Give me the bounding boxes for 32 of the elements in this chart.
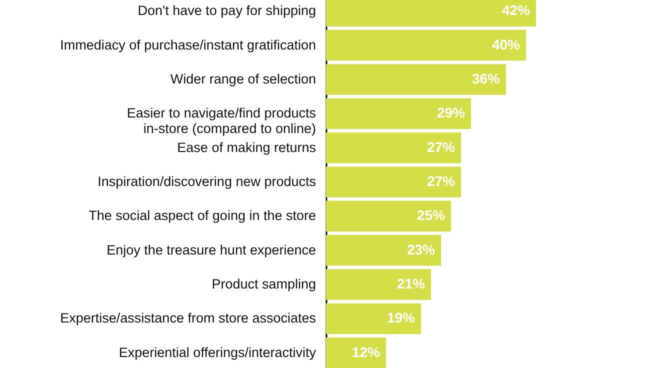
data-label: 40%: [492, 36, 521, 52]
y-tick-label: Immediacy of purchase/instant gratification: [60, 37, 316, 52]
bar: [326, 64, 506, 95]
y-tick-label: Inspiration/discovering new products: [98, 174, 316, 189]
bar: [326, 234, 441, 266]
bar: [326, 30, 526, 61]
bar: [326, 166, 461, 198]
y-tick-label: Expertise/assistance from store associates: [60, 310, 316, 326]
y-tick-label: Product sampling: [212, 276, 316, 292]
data-label: 21%: [396, 276, 426, 292]
y-tick-label: Enjoy the treasure hunt experience: [106, 242, 316, 258]
data-label: 23%: [406, 241, 436, 258]
y-tick-label: Experiential offerings/interactivity: [118, 344, 316, 360]
bar: [326, 303, 421, 334]
y-tick-label: Ease of making returns: [177, 140, 316, 155]
bar: [326, 132, 461, 164]
bar: [326, 338, 386, 368]
data-label: 12%: [352, 344, 381, 360]
y-tick-label: Don't have to pay for shipping: [138, 3, 316, 18]
data-label: 29%: [436, 104, 466, 121]
bar: [326, 269, 431, 300]
y-tick-label: Wider range of selection: [170, 71, 316, 86]
data-label: 19%: [386, 310, 416, 326]
y-tick-label: The social aspect of going in the store: [88, 208, 316, 224]
bar: [326, 98, 471, 130]
data-label: 42%: [502, 2, 531, 18]
data-label: 27%: [426, 138, 456, 155]
data-label: 25%: [416, 207, 446, 224]
data-label: 27%: [426, 173, 456, 189]
data-label: 36%: [472, 70, 501, 86]
bar: [326, 200, 451, 232]
y-tick-label: Easier to navigate/find products in-store (compared to online): [126, 106, 316, 136]
